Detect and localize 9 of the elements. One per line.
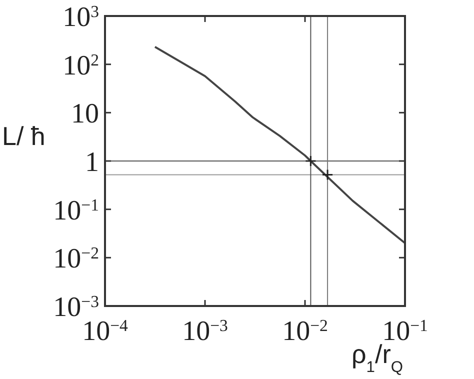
x-tick-label: 10$^{−2}$ <box>282 316 328 347</box>
y-tick-label: 10 <box>71 98 99 130</box>
y-tick-label: 1 <box>85 147 99 178</box>
y-tick-label: 10$^{2}$ <box>62 50 99 82</box>
y-tick-label: 10$^{3}$ <box>62 2 99 33</box>
x-tick-label: 10$^{−3}$ <box>182 316 228 347</box>
y-axis-title: L/ ħ <box>2 121 46 151</box>
y-tick-label: 10$^{−1}$ <box>53 194 99 226</box>
y-tick-label: 10$^{−2}$ <box>53 243 99 275</box>
